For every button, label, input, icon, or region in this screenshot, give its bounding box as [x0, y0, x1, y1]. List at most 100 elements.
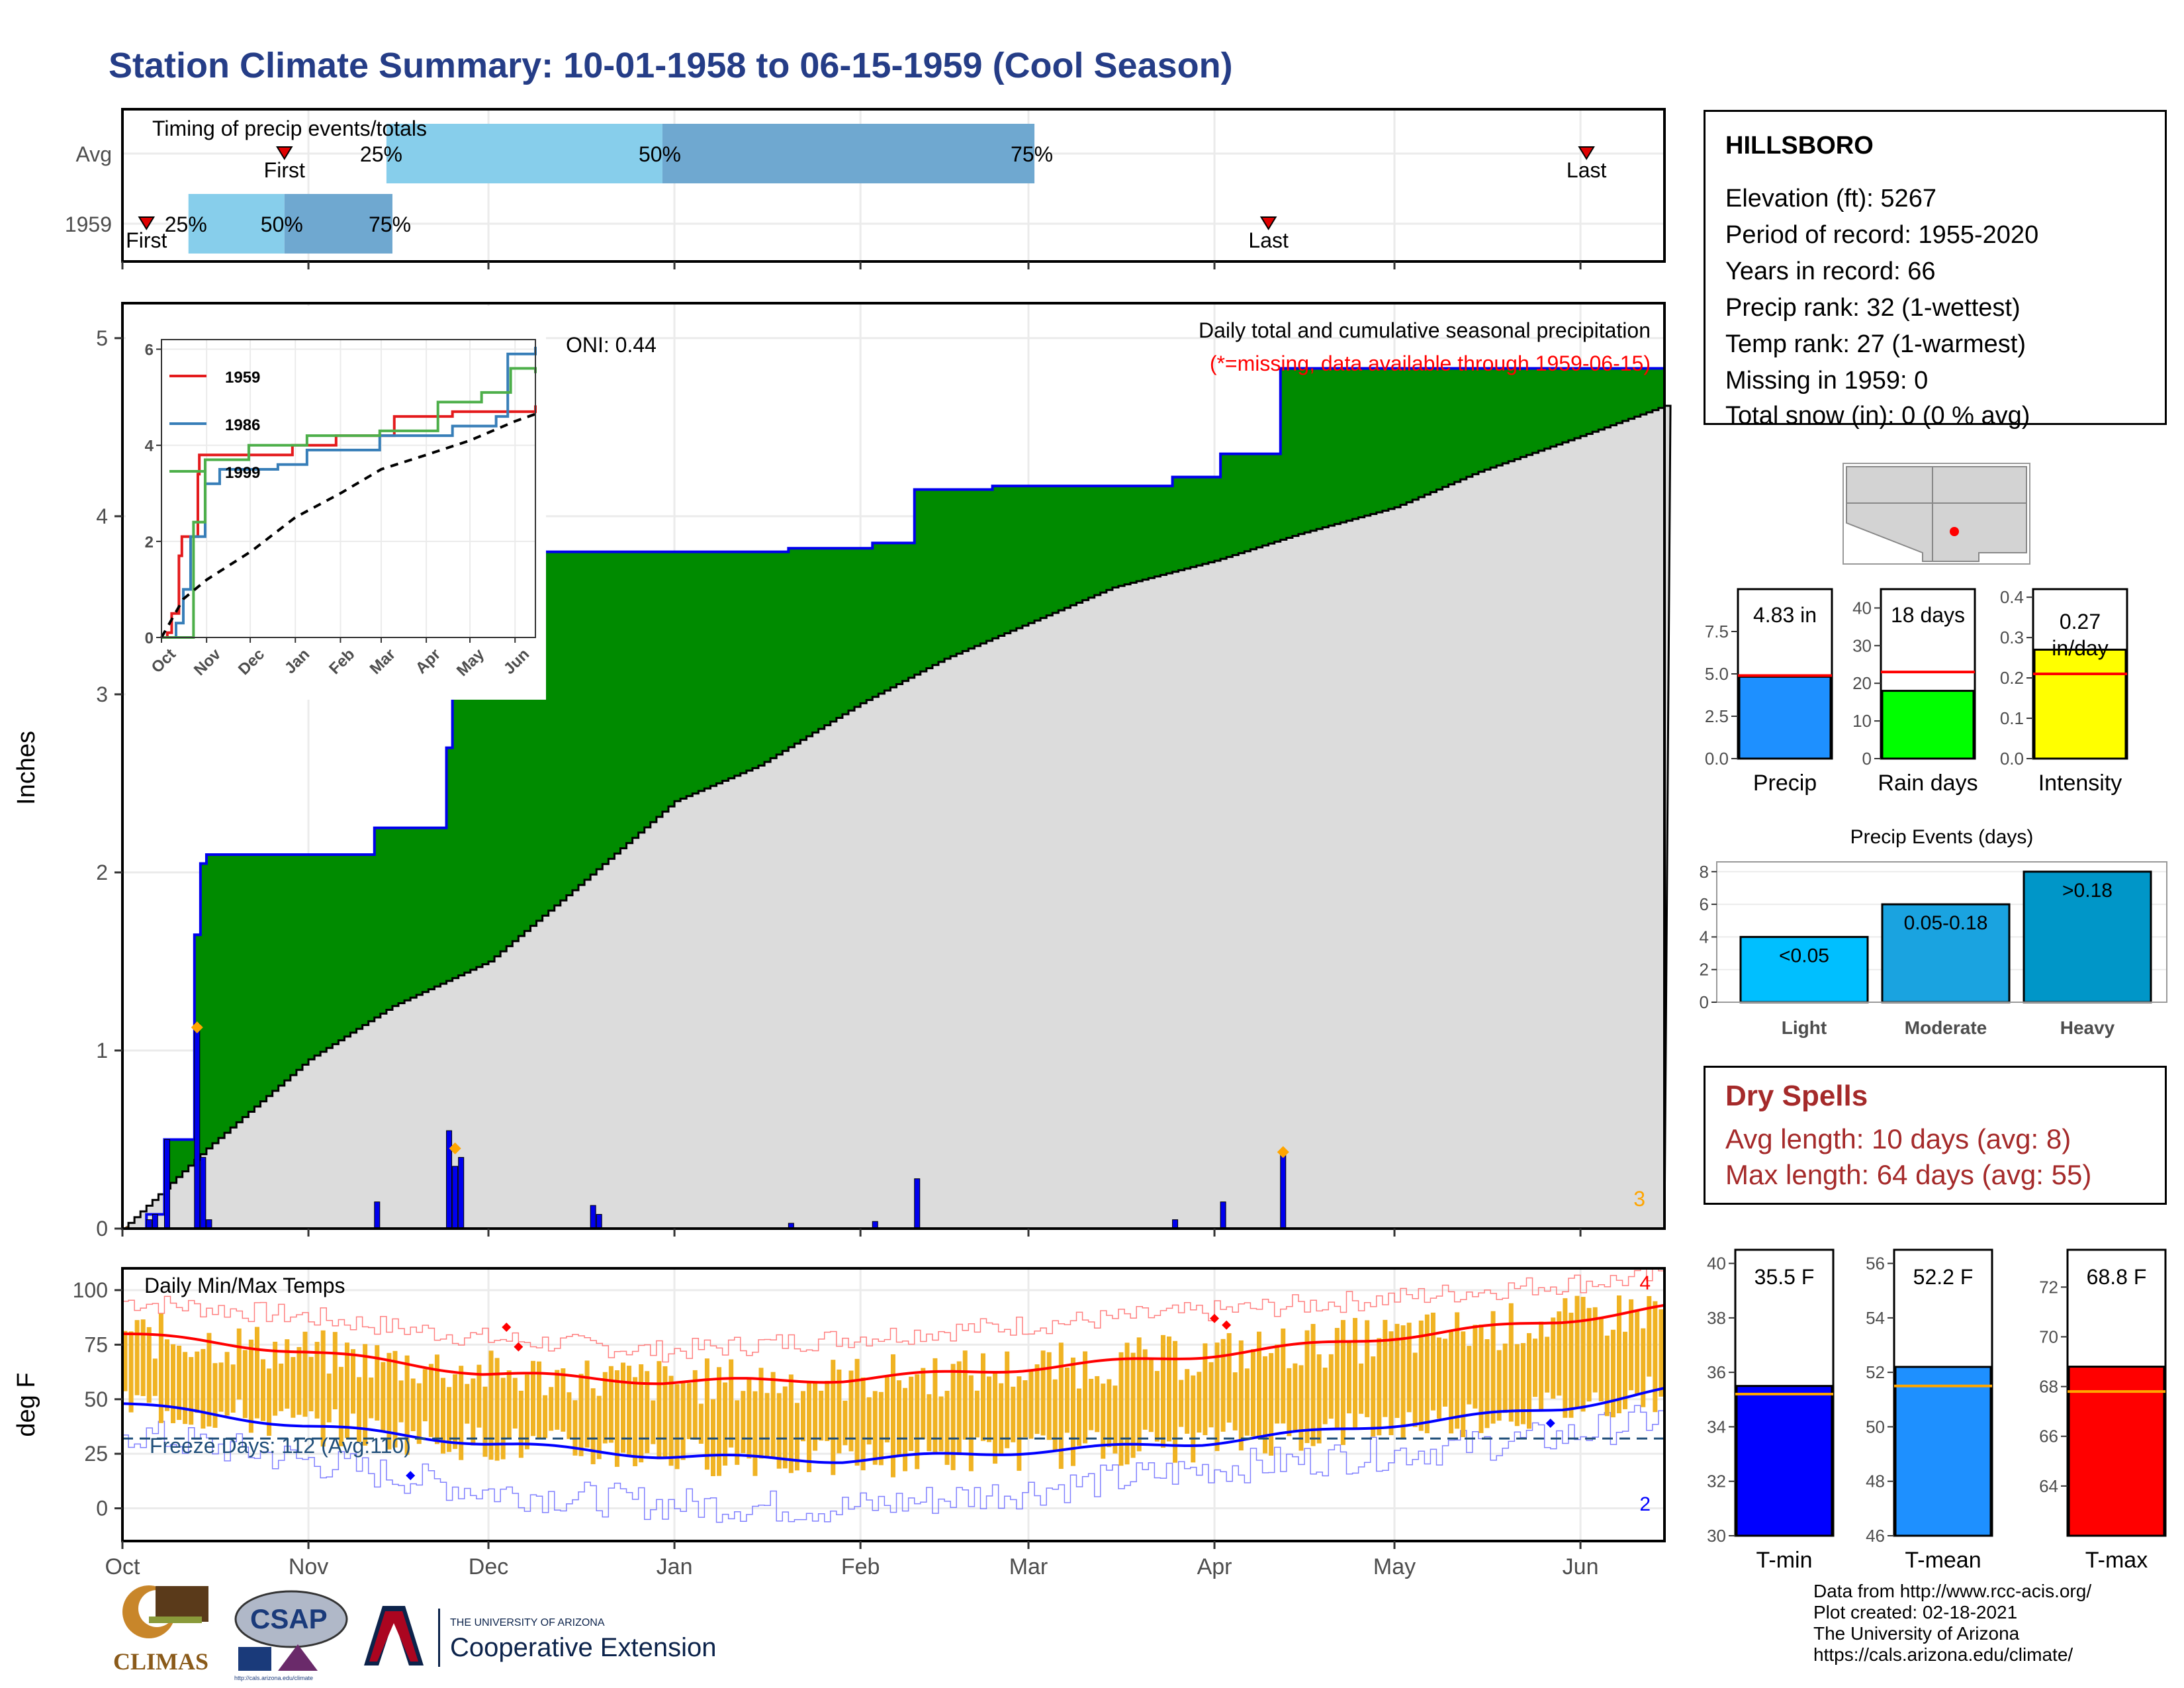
precip-panel-frame: [121, 302, 1666, 1230]
temp-daily-bar: [1095, 1376, 1100, 1432]
temp-daily-bar: [1220, 1338, 1226, 1432]
inset-frame: [161, 339, 536, 638]
temp-daily-bar: [1052, 1379, 1058, 1450]
climas-text: CLIMAS: [113, 1648, 208, 1675]
station-period: Period of record: 1955-2020: [1725, 221, 2039, 249]
temp-daily-bar: [254, 1327, 259, 1419]
totals-1-y-tick-label: 20: [1852, 673, 1872, 693]
events-category-label: Heavy: [2060, 1017, 2115, 1038]
timing-first-label: First: [126, 228, 167, 252]
temp-mean-0-name: T-min: [1756, 1548, 1813, 1573]
temp-daily-bar: [302, 1331, 308, 1417]
events-bar: [1881, 903, 2011, 1004]
temp-daily-bar: [164, 1339, 169, 1411]
temp-daily-bar: [537, 1361, 542, 1440]
temp-daily-bar: [956, 1361, 962, 1456]
precip-daily-bar: [452, 1166, 459, 1229]
temp-daily-bar: [549, 1387, 554, 1431]
temp-daily-bar: [668, 1376, 674, 1466]
inset-legend-label: 1986: [225, 416, 260, 434]
temp-daily-bar: [1508, 1303, 1514, 1422]
map-states: [1846, 466, 2027, 562]
temp-mean-2-y-tick-label: 68: [2039, 1377, 2058, 1397]
temp-daily-bar: [477, 1364, 482, 1428]
temp-record-min-line: [122, 1405, 1664, 1523]
temp-mean-0-y-tick-label: 32: [1707, 1472, 1726, 1491]
temp-daily-bar: [152, 1358, 158, 1396]
credit-line: The University of Arizona: [1813, 1623, 2020, 1644]
temp-daily-bar: [1629, 1299, 1634, 1391]
precip-daily-bar: [596, 1213, 602, 1229]
events-panel-frame: [1716, 861, 2167, 1003]
temp-daily-bar: [230, 1364, 236, 1413]
inset-y-tick-label: 0: [145, 630, 154, 647]
temp-daily-bar: [627, 1366, 632, 1457]
totals-value-unit: in/day: [2052, 636, 2108, 660]
temp-daily-bar: [819, 1390, 824, 1441]
timing-last-marker: [1259, 216, 1277, 230]
inset-series-1959: [161, 405, 537, 639]
temp-daily-bar: [1208, 1362, 1214, 1428]
temp-daily-bar: [1580, 1297, 1586, 1412]
temp-mean-0-y-tick-label: 30: [1707, 1526, 1726, 1546]
totals-0-y-tick-label: 5.0: [1705, 664, 1729, 684]
precip-max-marker: [449, 1142, 461, 1154]
temp-daily-bar: [590, 1388, 596, 1464]
temp-daily-bar: [692, 1370, 698, 1440]
temp-y-tick-label: 50: [84, 1387, 108, 1411]
temp-daily-bar: [788, 1374, 794, 1474]
temp-mean-1-y-tick-label: 48: [1866, 1472, 1885, 1491]
temp-daily-bar: [1412, 1352, 1418, 1427]
temp-daily-bar: [1316, 1354, 1322, 1444]
temp-daily-bar: [567, 1392, 572, 1439]
precip-y-tick-label: 4: [96, 504, 108, 528]
temp-y-tick-label: 0: [96, 1497, 108, 1521]
temp-x-tick-label: Mar: [1009, 1554, 1048, 1579]
temp-daily-bar: [1179, 1380, 1184, 1427]
temp-daily-bar: [404, 1355, 410, 1455]
events-y-tick-label: 8: [1700, 862, 1709, 882]
temp-record-marker: [1222, 1320, 1232, 1330]
temp-daily-bar: [494, 1358, 500, 1461]
temp-daily-bar: [428, 1364, 433, 1437]
temp-daily-bar: [962, 1350, 968, 1440]
temp-daily-bar: [915, 1374, 920, 1470]
temp-avg-min-line: [122, 1387, 1665, 1464]
temp-daily-bar: [1167, 1336, 1172, 1442]
temp-daily-bar: [1346, 1342, 1351, 1414]
credits: Data from http://www.rcc-acis.org/ Plot …: [1813, 1581, 2091, 1665]
temp-daily-bar: [1070, 1357, 1075, 1466]
temp-daily-bar: [500, 1378, 506, 1460]
temp-daily-bar: [717, 1367, 722, 1476]
temp-daily-bar: [651, 1400, 656, 1444]
temp-daily-bar: [1400, 1325, 1406, 1439]
station-precip-rank: Precip rank: 32 (1-wettest): [1725, 294, 2021, 322]
temp-daily-bar: [1034, 1364, 1040, 1434]
temp-daily-bar: [1574, 1295, 1580, 1407]
temp-daily-bar: [770, 1372, 776, 1457]
temp-daily-bar: [1353, 1317, 1358, 1430]
temp-mean-1-name: T-mean: [1905, 1548, 1981, 1573]
temp-daily-bar: [776, 1393, 782, 1469]
temp-mean-1-y-tick-label: 54: [1866, 1308, 1885, 1328]
temp-daily-bar: [482, 1386, 488, 1457]
temp-daily-bar: [134, 1320, 140, 1395]
inset-series-average: [160, 412, 536, 638]
temp-daily-bar: [1148, 1358, 1154, 1432]
temp-daily-bar: [1449, 1331, 1454, 1434]
temp-daily-bar: [657, 1361, 662, 1460]
temp-daily-bar: [273, 1341, 278, 1416]
temp-daily-bar: [1424, 1314, 1430, 1434]
events-y-tick-label: 2: [1700, 960, 1709, 980]
temp-daily-bar: [506, 1370, 512, 1439]
temp-daily-bar: [723, 1382, 728, 1466]
temp-daily-bar: [441, 1378, 446, 1454]
temp-mean-1-y-tick-label: 50: [1866, 1417, 1885, 1436]
temp-daily-bar: [1197, 1372, 1202, 1433]
events-bar-label: >0.18: [2062, 880, 2113, 902]
temp-mean-0-y-tick-label: 36: [1707, 1362, 1726, 1382]
ua-logo: THE UNIVERSITY OF ARIZONA Cooperative Ex…: [357, 1602, 741, 1675]
precip-subtitle: (*=missing, data available through 1959-…: [1210, 352, 1651, 375]
temp-daily-bar: [596, 1395, 602, 1460]
temp-record-marker: [1545, 1419, 1555, 1429]
